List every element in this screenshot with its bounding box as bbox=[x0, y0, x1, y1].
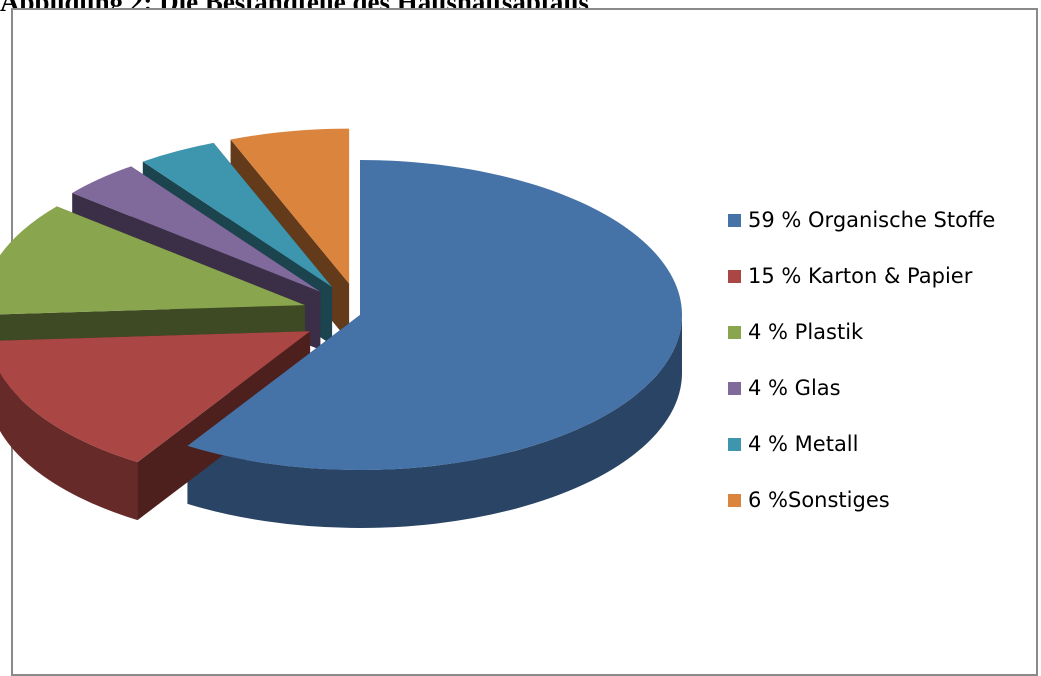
legend-swatch bbox=[728, 437, 741, 451]
legend-label: 4 % Metall bbox=[748, 432, 859, 456]
legend-item-plastik: 4 % Plastik bbox=[728, 304, 995, 360]
legend-swatch bbox=[728, 269, 741, 283]
pie-tops bbox=[0, 128, 682, 470]
pie-slice-plastik bbox=[0, 206, 305, 315]
chart-legend: 59 % Organische Stoffe 15 % Karton & Pap… bbox=[728, 192, 995, 528]
legend-label: 4 % Plastik bbox=[748, 320, 864, 344]
legend-label: 59 % Organische Stoffe bbox=[748, 208, 996, 232]
legend-item-glas: 4 % Glas bbox=[728, 360, 995, 416]
legend-swatch bbox=[728, 381, 741, 395]
pie-slice-wall-organische-stoffe bbox=[187, 315, 682, 528]
legend-swatch bbox=[728, 325, 741, 339]
legend-label: 4 % Glas bbox=[748, 376, 841, 400]
legend-item-karton-papier: 15 % Karton & Papier bbox=[728, 248, 995, 304]
pie-slice-metall bbox=[142, 142, 333, 288]
pie-slice-glas bbox=[72, 166, 321, 292]
pie-slice-organische-stoffe bbox=[187, 160, 682, 470]
pie-slice-wall-karton-papier bbox=[0, 372, 138, 521]
legend-swatch bbox=[728, 493, 741, 507]
legend-item-sonstiges: 6 %Sonstiges bbox=[728, 472, 995, 528]
legend-label: 6 %Sonstiges bbox=[748, 488, 890, 512]
legend-swatch bbox=[728, 213, 741, 227]
legend-item-metall: 4 % Metall bbox=[728, 416, 995, 472]
pie-slice-karton-papier bbox=[0, 331, 311, 463]
pie-slice-sonstiges bbox=[230, 128, 350, 284]
legend-item-organische-stoffe: 59 % Organische Stoffe bbox=[728, 192, 995, 248]
legend-label: 15 % Karton & Papier bbox=[748, 264, 973, 288]
